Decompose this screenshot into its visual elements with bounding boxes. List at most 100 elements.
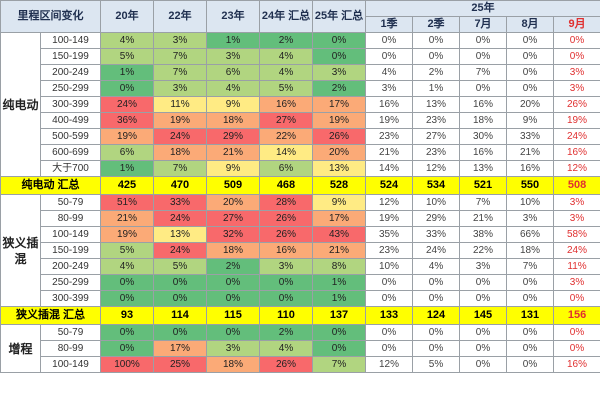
value-cell-y23: 3% (206, 48, 260, 65)
value-cell-y24: 3% (259, 258, 313, 275)
table-row: 狭义插混 50-79 51% 33% 20% 28% 9% 12% 10% 7% 10% 3% (0, 194, 600, 307)
range-label: 500-599 (40, 128, 101, 145)
header-2022: 22年 (153, 0, 207, 33)
value-cell-y25: 17% (312, 210, 366, 227)
value-cell-m7: 7% (459, 194, 507, 211)
value-cell-y22: 7% (153, 48, 207, 65)
total-cell-q2: 534 (412, 176, 460, 195)
range-label: 150-199 (40, 48, 101, 65)
value-cell-y20: 100% (100, 356, 154, 373)
value-cell-q2: 0% (412, 32, 460, 49)
value-cell-y24: 0% (259, 274, 313, 291)
value-cell-m9: 16% (552, 144, 600, 161)
table-row: 250-299 0% 0% 0% 0% 1% 0% 0% 0% 0% 3% (1, 274, 600, 291)
total-cell-m7: 145 (459, 306, 507, 325)
value-cell-q2: 0% (412, 48, 460, 65)
total-cell-m9: 156 (552, 306, 600, 325)
total-cell-y22: 470 (153, 176, 207, 195)
value-cell-m8: 16% (506, 160, 554, 177)
value-cell-m8: 0% (506, 290, 554, 307)
value-cell-y25: 20% (312, 144, 366, 161)
value-cell-q2: 0% (412, 340, 460, 357)
value-cell-m7: 0% (459, 324, 507, 341)
value-cell-y20: 24% (100, 96, 154, 113)
value-cell-q2: 23% (412, 112, 460, 129)
value-cell-y24: 4% (259, 48, 313, 65)
value-cell-m8: 66% (506, 226, 554, 243)
value-cell-m7: 38% (459, 226, 507, 243)
total-cell-q1: 133 (365, 306, 413, 325)
value-cell-y22: 25% (153, 356, 207, 373)
value-cell-m7: 0% (459, 32, 507, 49)
value-cell-y23: 6% (206, 64, 260, 81)
value-cell-m9: 12% (552, 160, 600, 177)
value-cell-m7: 7% (459, 64, 507, 81)
value-cell-m8: 3% (506, 210, 554, 227)
table-row: 250-299 0% 3% 4% 5% 2% 3% 1% 0% 0% 3% (1, 80, 600, 97)
value-cell-y20: 0% (100, 80, 154, 97)
value-cell-m9: 3% (552, 210, 600, 227)
group-label: 狭义插混 (0, 194, 41, 307)
value-cell-m9: 24% (552, 242, 600, 259)
header-2020: 20年 (100, 0, 154, 33)
total-cell-m7: 521 (459, 176, 507, 195)
table-row: 大于700 1% 7% 9% 6% 13% 14% 12% 13% 16% 12% (1, 160, 600, 177)
value-cell-y23: 18% (206, 242, 260, 259)
table-row: 500-599 19% 24% 29% 22% 26% 23% 27% 30% 33% 24% (1, 128, 600, 145)
value-cell-m8: 20% (506, 96, 554, 113)
value-cell-q1: 21% (365, 144, 413, 161)
total-cell-m9: 508 (552, 176, 600, 195)
value-cell-q1: 0% (365, 48, 413, 65)
value-cell-y25: 26% (312, 128, 366, 145)
value-cell-q2: 5% (412, 356, 460, 373)
value-cell-y24: 14% (259, 144, 313, 161)
range-label: 100-149 (40, 226, 101, 243)
value-cell-y22: 17% (153, 340, 207, 357)
value-cell-y24: 26% (259, 210, 313, 227)
value-cell-m7: 16% (459, 96, 507, 113)
value-cell-m7: 0% (459, 340, 507, 357)
value-cell-y24: 16% (259, 96, 313, 113)
value-cell-y20: 0% (100, 290, 154, 307)
value-cell-m8: 0% (506, 340, 554, 357)
table-row: 80-99 0% 17% 3% 4% 0% 0% 0% 0% 0% 0% (1, 340, 600, 357)
value-cell-y25: 21% (312, 242, 366, 259)
value-cell-y22: 0% (153, 274, 207, 291)
value-cell-m8: 0% (506, 48, 554, 65)
value-cell-q1: 4% (365, 64, 413, 81)
range-label: 300-399 (40, 290, 101, 307)
value-cell-y25: 1% (312, 274, 366, 291)
header-q1: 1季 (365, 16, 413, 33)
range-label: 80-99 (40, 340, 101, 357)
value-cell-y22: 24% (153, 242, 207, 259)
value-cell-m9: 0% (552, 290, 600, 307)
value-cell-y24: 6% (259, 160, 313, 177)
table-row: 150-199 5% 7% 3% 4% 0% 0% 0% 0% 0% 0% (1, 48, 600, 65)
total-row: 狭义插混 汇总 93 114 115 110 137 133 124 145 131 156 (0, 306, 600, 325)
value-cell-y25: 0% (312, 324, 366, 341)
value-cell-y22: 24% (153, 210, 207, 227)
range-label: 80-99 (40, 210, 101, 227)
value-cell-y24: 2% (259, 32, 313, 49)
group-label: 纯电动 (0, 32, 41, 177)
value-cell-y24: 4% (259, 64, 313, 81)
value-cell-y22: 5% (153, 258, 207, 275)
value-cell-m9: 0% (552, 340, 600, 357)
value-cell-q2: 0% (412, 290, 460, 307)
table-row: 200-249 1% 7% 6% 4% 3% 4% 2% 7% 0% 3% (1, 64, 600, 81)
value-cell-y23: 9% (206, 160, 260, 177)
value-cell-q2: 0% (412, 274, 460, 291)
value-cell-m7: 13% (459, 160, 507, 177)
value-cell-q1: 3% (365, 80, 413, 97)
value-cell-y23: 2% (206, 258, 260, 275)
value-cell-y22: 11% (153, 96, 207, 113)
total-cell-y20: 93 (100, 306, 154, 325)
value-cell-m8: 21% (506, 144, 554, 161)
value-cell-y24: 26% (259, 356, 313, 373)
value-cell-y22: 3% (153, 32, 207, 49)
value-cell-y23: 4% (206, 80, 260, 97)
range-label: 400-499 (40, 112, 101, 129)
value-cell-y20: 51% (100, 194, 154, 211)
header-aug: 8月 (506, 16, 554, 33)
value-cell-y20: 19% (100, 226, 154, 243)
